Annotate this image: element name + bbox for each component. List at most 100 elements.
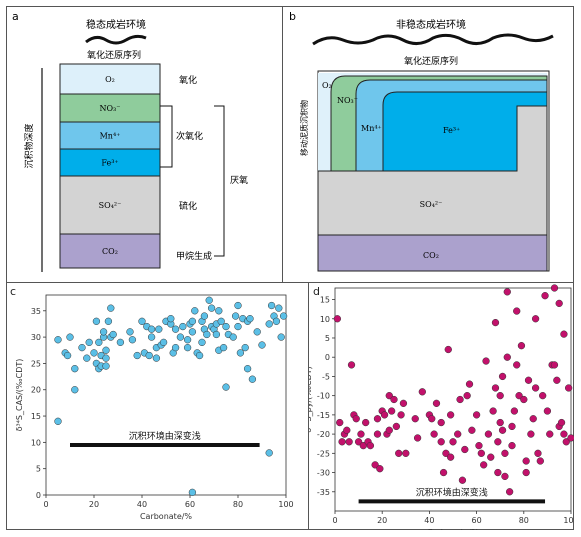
data-point: [219, 343, 228, 352]
data-point: [472, 411, 481, 419]
panel-b-env-title: 非稳态成岩环境: [396, 18, 466, 31]
panel-a-letter: a: [12, 10, 19, 23]
y-tick-label: 5: [36, 465, 41, 474]
panel-a-env-title: 稳态成岩环境: [86, 18, 146, 31]
data-point: [116, 338, 125, 347]
data-point: [212, 330, 221, 339]
redox-layer-1: NO₃⁻: [59, 93, 161, 123]
co2-zone: [317, 234, 548, 272]
data-point: [205, 296, 213, 304]
y-tick-label: 25: [31, 359, 41, 368]
data-point: [179, 322, 187, 331]
data-point: [83, 354, 91, 362]
data-point: [102, 346, 110, 354]
data-point: [359, 441, 367, 450]
data-point: [564, 384, 573, 392]
data-point: [480, 461, 488, 469]
fe-label: Fe³⁺: [443, 126, 460, 135]
panel-a-sediment-surface: [85, 34, 147, 45]
data-point: [267, 301, 276, 310]
data-point: [171, 325, 180, 333]
data-point: [217, 317, 225, 325]
data-point: [222, 383, 230, 391]
data-point: [475, 441, 483, 450]
data-point: [536, 457, 544, 465]
data-point: [491, 318, 500, 327]
so4-label: SO₄²⁻: [420, 200, 443, 209]
x-tick-label: 80: [519, 516, 529, 525]
data-point: [399, 399, 408, 407]
data-point: [133, 351, 141, 360]
data-point: [277, 333, 285, 341]
data-point: [167, 315, 175, 323]
suboxic-bracket: [160, 105, 173, 168]
divider-vertical-bottom: [308, 283, 309, 530]
data-point: [246, 315, 254, 323]
data-point: [347, 361, 356, 369]
data-point: [357, 430, 365, 438]
panel-b-sediment-surface: [312, 33, 554, 46]
data-point: [397, 411, 405, 419]
data-point: [546, 430, 554, 438]
data-point: [188, 317, 197, 325]
data-point: [562, 438, 570, 446]
data-point: [338, 438, 346, 446]
y-tick-label: -5: [322, 372, 330, 381]
data-point: [200, 312, 209, 320]
data-point: [463, 392, 471, 400]
data-point: [354, 438, 363, 446]
data-point: [147, 325, 156, 333]
data-point: [560, 330, 568, 338]
x-tick-label: 60: [472, 516, 482, 525]
redox-layer-fill: [59, 121, 161, 150]
data-point: [567, 434, 574, 442]
data-point: [345, 438, 353, 446]
data-point: [92, 317, 101, 325]
data-point: [482, 357, 490, 365]
data-point: [418, 388, 426, 396]
data-point: [468, 426, 476, 434]
data-point: [236, 349, 245, 357]
data-point: [494, 468, 502, 477]
y-tick-label: 10: [320, 315, 330, 324]
data-point: [54, 336, 62, 344]
data-point: [90, 349, 98, 357]
data-point: [513, 307, 521, 315]
data-point: [515, 392, 523, 400]
data-point: [243, 365, 252, 373]
x-axis-label: Carbonate/%: [140, 512, 192, 521]
data-point: [63, 351, 72, 360]
data-point: [128, 336, 137, 344]
redox-layer-label: O₂: [105, 75, 115, 84]
data-point: [362, 418, 370, 427]
data-point: [498, 426, 507, 434]
data-point: [413, 434, 422, 442]
data-point: [531, 315, 540, 323]
data-point: [498, 372, 507, 381]
y-tick-label: 0: [325, 353, 330, 362]
panel-a: a 稳态成岩环境 氧化还原序列 沉积物深度 O₂ NO₃⁻ Mn⁴⁺ Fe³⁺ SO₄²…: [12, 10, 248, 272]
data-point: [373, 415, 382, 423]
data-point: [527, 430, 535, 438]
data-point: [503, 353, 511, 361]
data-point: [104, 317, 113, 325]
redox-layer-4: SO₄²⁻: [59, 175, 161, 235]
data-point: [505, 488, 514, 496]
data-point: [371, 461, 379, 469]
redox-layer-fill: [59, 148, 161, 177]
data-point: [454, 430, 462, 438]
x-tick-label: 100: [278, 500, 293, 509]
data-point: [557, 418, 566, 427]
y-tick-label: -30: [317, 469, 330, 478]
y-tick-label: 5: [325, 334, 330, 343]
redox-layer-3: Fe³⁺: [59, 148, 161, 177]
data-point: [387, 407, 396, 415]
redox-layer-label: SO₄²⁻: [99, 201, 122, 210]
plot-area: [334, 287, 572, 512]
data-point: [432, 399, 441, 407]
data-point: [155, 325, 163, 333]
data-point: [484, 430, 493, 438]
data-point: [461, 445, 469, 454]
mn-label: Mn⁴⁺: [361, 124, 382, 133]
data-point: [442, 449, 450, 457]
